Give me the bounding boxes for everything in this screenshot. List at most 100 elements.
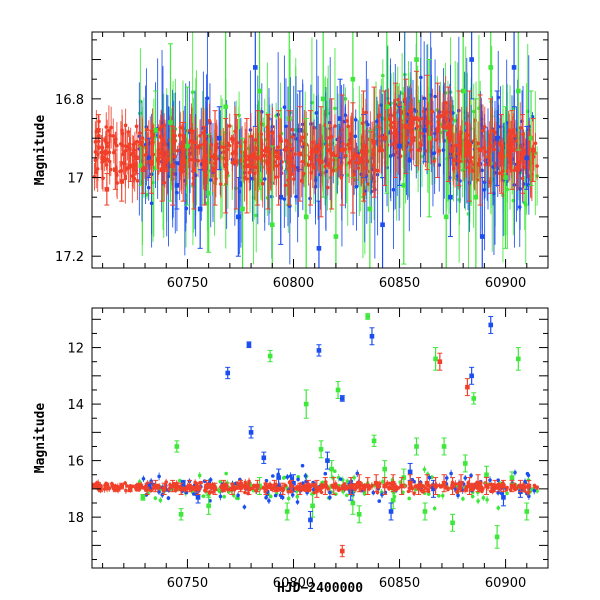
data-point (204, 483, 209, 489)
data-point (412, 479, 416, 484)
top-panel: 60750 60800 60850 60900 16.8 17 17.2 Magnitude (33, 31, 549, 291)
data-point (306, 163, 311, 167)
data-point (464, 145, 468, 150)
data-point (464, 488, 469, 493)
data-point (465, 384, 470, 390)
data-point (339, 396, 345, 401)
data-point (511, 65, 517, 70)
data-point (277, 134, 282, 139)
data-point (229, 486, 235, 492)
data-point (144, 127, 149, 132)
data-point (93, 150, 98, 154)
data-point (314, 486, 320, 492)
data-point (371, 438, 377, 444)
data-point (104, 163, 109, 167)
data-point (422, 467, 427, 472)
data-point (159, 167, 165, 172)
data-point (234, 486, 239, 490)
data-point (159, 125, 163, 129)
data-point (422, 509, 428, 514)
data-point (477, 147, 483, 153)
data-point (354, 485, 359, 490)
x-tick-label: 60900 (485, 276, 526, 291)
y-tick-label: 12 (67, 342, 84, 357)
data-point (170, 163, 175, 169)
data-point (300, 463, 305, 468)
data-point (364, 120, 369, 124)
data-point (189, 487, 194, 492)
data-point (222, 150, 226, 154)
data-point (488, 65, 494, 70)
data-point (364, 110, 368, 115)
data-point (274, 175, 278, 179)
data-point (365, 483, 371, 489)
data-point (107, 159, 112, 164)
data-point (141, 486, 145, 490)
data-point (108, 133, 112, 138)
x-tick-label: 60800 (273, 576, 314, 591)
y-tick-label: 16 (67, 455, 84, 470)
data-point (476, 141, 480, 146)
data-point (242, 505, 247, 509)
data-point (414, 444, 419, 449)
data-point (184, 206, 189, 211)
data-point (456, 135, 462, 141)
data-point (268, 494, 273, 499)
data-point (302, 171, 306, 176)
data-point (438, 485, 443, 489)
bottom-panel: 60750 60800 60850 60900 12 14 16 18 Magnitude HJD… (33, 307, 549, 596)
data-point (195, 486, 201, 492)
data-point (338, 477, 343, 481)
data-point (397, 143, 402, 149)
data-point (450, 483, 455, 489)
plot-frame (91, 307, 549, 569)
data-point (535, 164, 539, 168)
data-point (157, 490, 161, 494)
data-point (333, 234, 339, 239)
data-point (260, 181, 265, 186)
data-point (392, 128, 398, 133)
data-point (170, 483, 175, 489)
data-point (162, 180, 167, 185)
data-point (247, 154, 251, 159)
data-point (134, 155, 139, 161)
data-point (353, 160, 358, 165)
data-point (365, 314, 371, 319)
data-point (462, 461, 468, 466)
data-point (246, 486, 252, 492)
data-point (244, 163, 250, 169)
data-point (513, 470, 517, 475)
data-point (295, 494, 300, 499)
data-point (516, 167, 521, 171)
data-point (482, 125, 487, 129)
data-point (496, 478, 500, 483)
data-point (432, 151, 437, 155)
data-point (211, 166, 215, 171)
data-point (453, 118, 458, 123)
data-point (303, 214, 309, 220)
data-point (444, 476, 449, 480)
data-point (149, 159, 154, 165)
data-point (221, 483, 226, 489)
data-point (187, 483, 192, 489)
data-point (404, 144, 409, 149)
data-point (346, 142, 350, 147)
data-point (350, 76, 356, 82)
x-tick-label: 60900 (485, 576, 526, 591)
data-point (261, 455, 267, 461)
data-point (111, 150, 116, 155)
data-point (488, 478, 492, 482)
data-point (388, 509, 394, 514)
data-point (233, 159, 239, 165)
data-point (174, 444, 180, 449)
data-point (438, 115, 442, 119)
data-point (294, 194, 298, 199)
data-point (437, 163, 442, 167)
data-point (223, 163, 228, 169)
data-point (158, 498, 163, 503)
data-point (467, 143, 472, 149)
data-point (249, 134, 253, 139)
data-point (310, 503, 315, 509)
data-point (167, 487, 171, 491)
